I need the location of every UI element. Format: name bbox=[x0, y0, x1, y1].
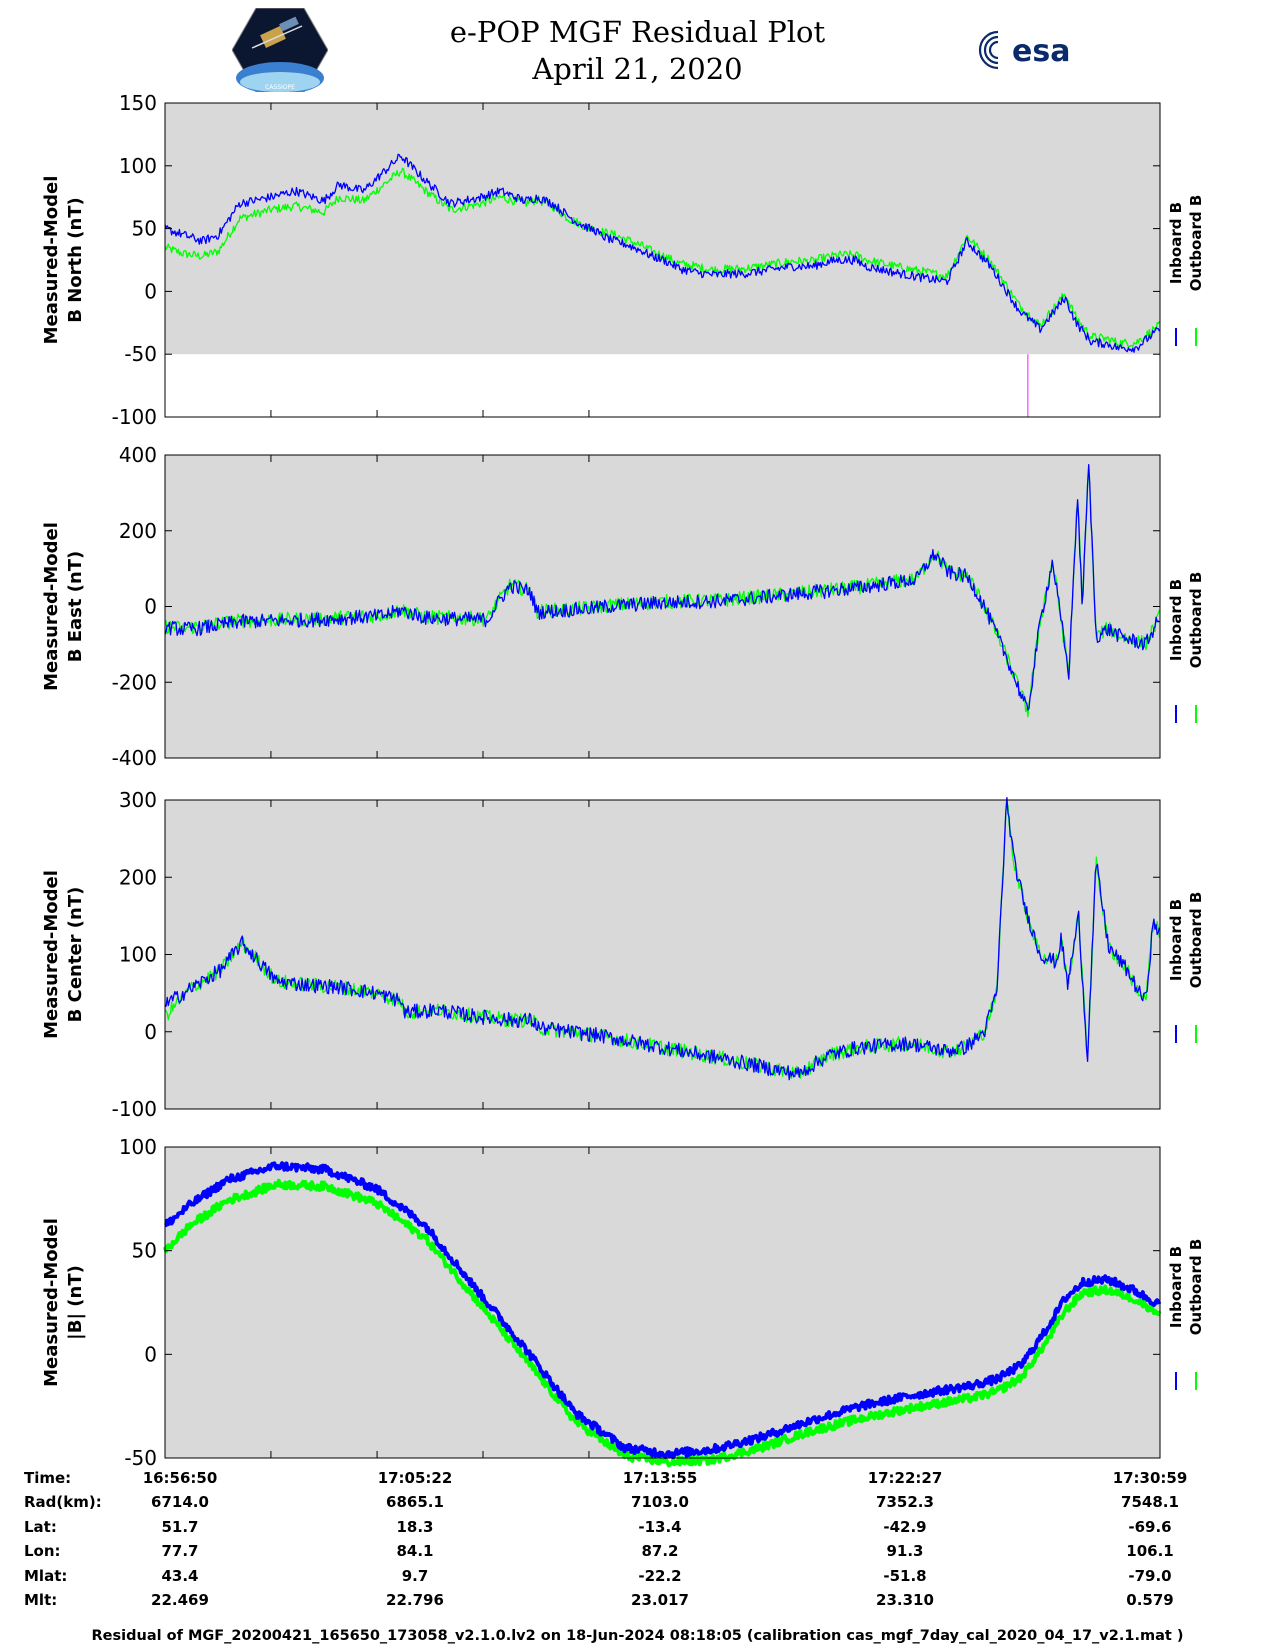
y-tick-label: 200 bbox=[119, 519, 157, 543]
chart-date: April 21, 2020 bbox=[532, 52, 743, 86]
esa-logo: esa bbox=[978, 30, 1070, 70]
inboard-series-line bbox=[164, 153, 1160, 353]
y-tick-label: 150 bbox=[119, 91, 157, 115]
legend-entry: Inboard B bbox=[1167, 202, 1185, 284]
y-axis-label: B North (nT) bbox=[65, 197, 86, 323]
panel-frame bbox=[164, 102, 1161, 418]
y-axis-label: B Center (nT) bbox=[65, 887, 86, 1023]
panel-frame bbox=[164, 1146, 1161, 1459]
y-tick-label: 400 bbox=[119, 443, 157, 467]
y-axis-label: Measured-Model bbox=[41, 522, 62, 691]
outboard-series-line bbox=[163, 1178, 1162, 1468]
legend-entry: Inboard B bbox=[1167, 899, 1185, 981]
y-tick-label: -50 bbox=[124, 342, 157, 366]
y-axis-label: Measured-Model bbox=[41, 1218, 62, 1387]
y-tick-label: 0 bbox=[144, 1020, 157, 1044]
y-tick-label: -200 bbox=[112, 670, 157, 694]
y-tick-label: 50 bbox=[132, 1239, 157, 1263]
inboard-series-line bbox=[164, 796, 1161, 1081]
y-tick-label: 0 bbox=[144, 279, 157, 303]
y-tick-label: 0 bbox=[144, 595, 157, 619]
legend-entry: Inboard B bbox=[1167, 1246, 1185, 1328]
panel-3: 300 200 100 0 -100 Measured-Model B Center (nT… bbox=[41, 788, 1205, 1121]
panel-1: 150 100 50 0 -50 -100 Measured-Model B North (n… bbox=[41, 91, 1205, 429]
panel-background bbox=[165, 455, 1160, 758]
inboard-series-line bbox=[164, 463, 1160, 711]
panel-background bbox=[165, 800, 1160, 1109]
y-tick-label: 100 bbox=[119, 1135, 157, 1159]
y-axis-label: Measured-Model bbox=[41, 870, 62, 1039]
y-tick-label: -50 bbox=[124, 1446, 157, 1470]
footnote: Residual of MGF_20200421_165650_173058_v… bbox=[91, 1628, 1184, 1644]
panel-4: 100 50 0 -50 Measured-Model |B| (nT) Inboard B… bbox=[41, 1135, 1205, 1470]
y-tick-label: 100 bbox=[119, 154, 157, 178]
legend-entry: Outboard B bbox=[1187, 195, 1205, 292]
panel-background bbox=[165, 1147, 1160, 1458]
chart-title: e-POP MGF Residual Plot bbox=[449, 15, 826, 49]
y-tick-label: 50 bbox=[132, 217, 157, 241]
y-axis-label: B East (nT) bbox=[65, 551, 86, 663]
legend-entry: Outboard B bbox=[1187, 892, 1205, 989]
y-tick-label: 100 bbox=[119, 943, 157, 967]
inboard-series-line bbox=[164, 1161, 1162, 1459]
panel-background bbox=[165, 103, 1160, 355]
outboard-series-line bbox=[164, 804, 1161, 1080]
legend-entry: Outboard B bbox=[1187, 572, 1205, 669]
panel-2: 400 200 0 -200 -400 Measured-Model B East (nT)… bbox=[41, 443, 1205, 770]
y-tick-label: -100 bbox=[112, 1097, 157, 1121]
chart-title-block: e-POP MGF Residual Plot April 21, 2020 bbox=[0, 14, 1275, 88]
cassiope-mission-logo: CASSIOPE bbox=[232, 8, 328, 92]
legend-entry: Outboard B bbox=[1187, 1239, 1205, 1336]
legend-entry: Inboard B bbox=[1167, 579, 1185, 661]
y-tick-label: -100 bbox=[112, 405, 157, 429]
outboard-series-line bbox=[164, 167, 1160, 348]
mission-logo-text: CASSIOPE bbox=[265, 84, 295, 91]
y-tick-label: -400 bbox=[112, 746, 157, 770]
y-tick-label: 300 bbox=[119, 788, 157, 812]
y-axis-label: |B| (nT) bbox=[65, 1265, 86, 1340]
y-tick-label: 0 bbox=[144, 1342, 157, 1366]
y-tick-label: 200 bbox=[119, 865, 157, 889]
y-axis-label: Measured-Model bbox=[41, 176, 62, 345]
esa-logo-text: esa bbox=[1012, 34, 1070, 69]
